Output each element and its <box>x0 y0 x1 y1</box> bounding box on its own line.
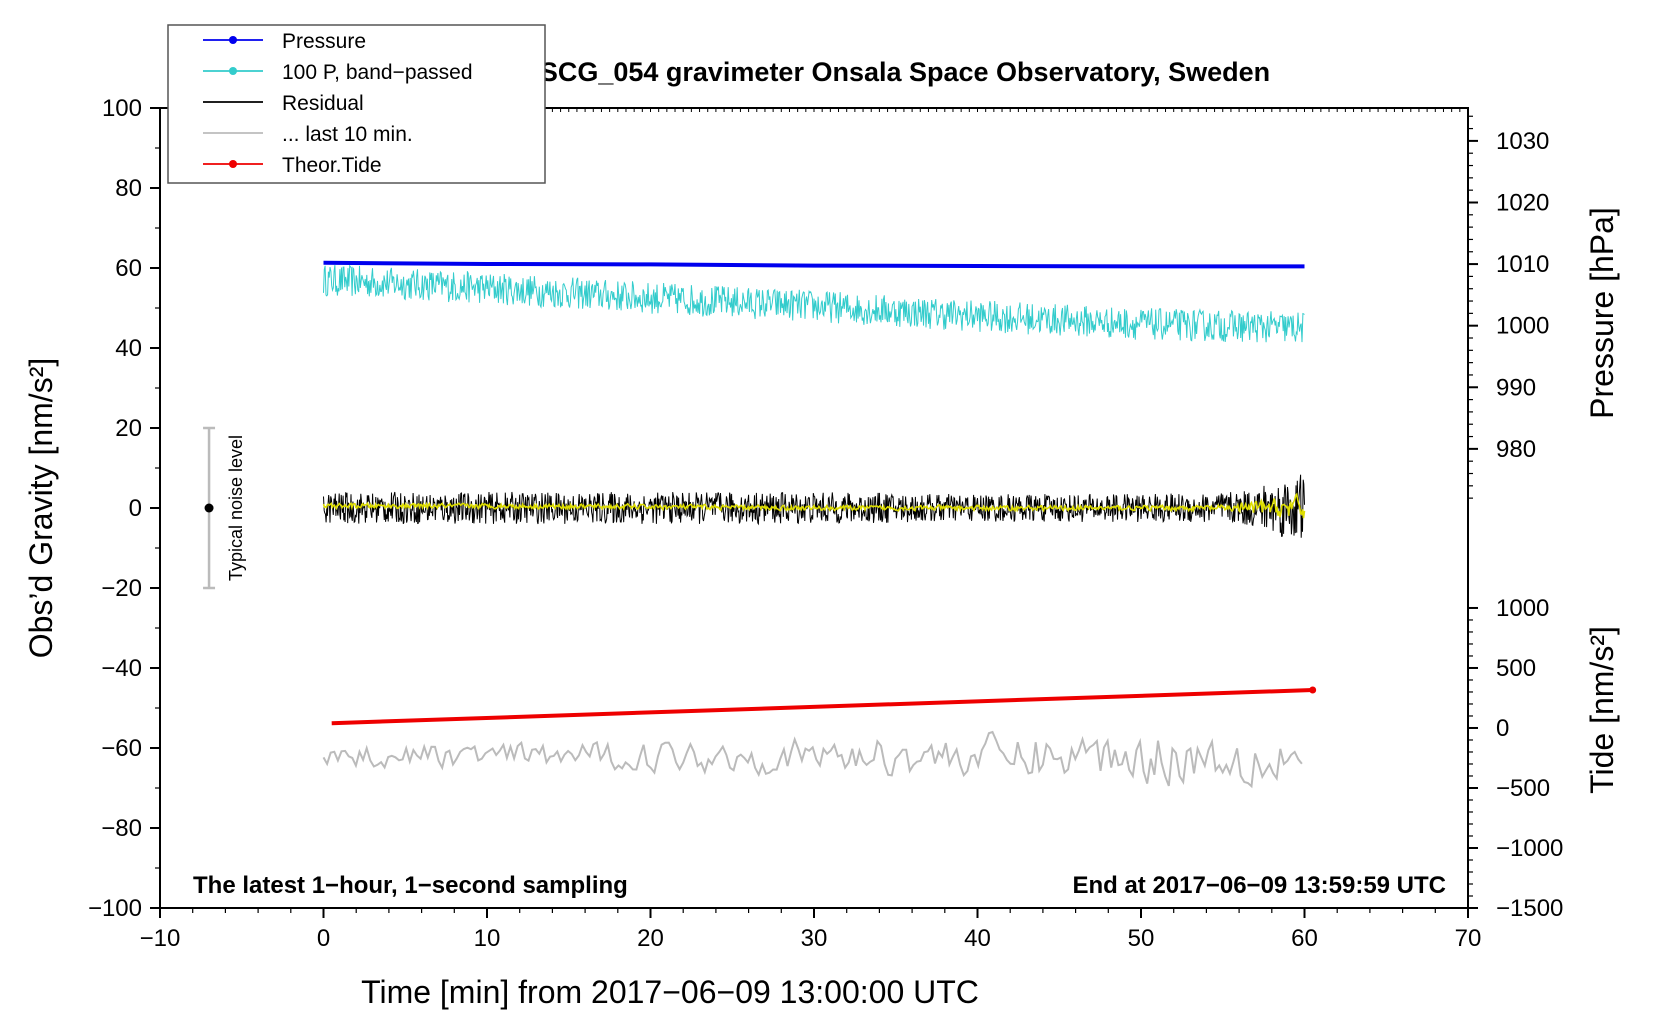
y-tick-label: −60 <box>101 735 142 762</box>
x-tick-label: −10 <box>140 925 181 952</box>
series-bandpassed-pressure <box>323 264 1305 343</box>
chart-title: SCG_054 gravimeter Onsala Space Observat… <box>540 57 1270 87</box>
y-tick-label: 80 <box>115 175 142 202</box>
x-tick-label: 0 <box>317 925 330 952</box>
noise-bar: Typical noise level <box>203 426 246 590</box>
tide-tick-label: 1000 <box>1496 595 1549 622</box>
legend-label: ... last 10 min. <box>282 123 413 146</box>
tide-axis-title: Tide [nm/s²] <box>1584 626 1620 794</box>
pressure-axis: 980 990 1000 1010 1020 1030 <box>1468 115 1549 499</box>
series-residual <box>323 474 1305 538</box>
x-tick-label: 10 <box>474 925 501 952</box>
pressure-tick-label: 980 <box>1496 436 1536 463</box>
series-theoretical-tide <box>331 688 1313 726</box>
y-tick-label: 60 <box>115 255 142 282</box>
y-tick-label: 20 <box>115 415 142 442</box>
tide-tick-label: 500 <box>1496 655 1536 682</box>
y-tick-label: −100 <box>88 895 142 922</box>
x-tick-label: 60 <box>1291 925 1318 952</box>
pressure-tick-label: 1020 <box>1496 189 1549 216</box>
y-tick-label: −20 <box>101 575 142 602</box>
tide-axis: 1000 500 0 −500 −1000 −1500 <box>1468 595 1563 922</box>
x-tick-label: 30 <box>801 925 828 952</box>
x-axis-title: Time [min] from 2017−06−09 13:00:00 UTC <box>361 974 979 1010</box>
annotation-end-time: End at 2017−06−09 13:59:59 UTC <box>1072 872 1446 899</box>
legend-label: 100 P, band−passed <box>282 61 473 84</box>
y-tick-label: 0 <box>129 495 142 522</box>
legend-label: Theor.Tide <box>282 154 382 177</box>
y-axis-left: 100 80 60 40 20 0 −20 −40 −60 −80 −100 <box>88 95 160 922</box>
tide-end-marker <box>1309 686 1317 694</box>
x-tick-label: 70 <box>1455 925 1482 952</box>
series-layer <box>322 260 1317 789</box>
noise-bar-label: Typical noise level <box>226 435 246 581</box>
legend-box <box>167 24 546 184</box>
pressure-tick-label: 1010 <box>1496 251 1549 278</box>
y-axis-left-title: Obs’d Gravity [nm/s²] <box>23 358 59 659</box>
legend-marker <box>229 67 237 75</box>
series-residual-smoothed <box>322 492 1306 519</box>
x-tick-label: 40 <box>964 925 991 952</box>
legend-marker <box>229 36 237 44</box>
annotation-sampling: The latest 1−hour, 1−second sampling <box>193 872 628 899</box>
y-tick-label: −80 <box>101 815 142 842</box>
legend: Pressure 100 P, band−passed Residual ... la… <box>167 24 546 184</box>
legend-label: Pressure <box>282 30 366 53</box>
x-tick-label: 20 <box>637 925 664 952</box>
legend-label: Residual <box>282 92 364 115</box>
x-axis: −10 0 10 20 30 40 50 60 70 <box>140 108 1482 952</box>
legend-marker <box>229 160 237 168</box>
pressure-tick-label: 1000 <box>1496 313 1549 340</box>
y-tick-label: 40 <box>115 335 142 362</box>
tide-tick-label: −500 <box>1496 775 1550 802</box>
series-pressure <box>323 260 1305 269</box>
tide-tick-label: 0 <box>1496 715 1509 742</box>
tide-tick-label: −1500 <box>1496 895 1563 922</box>
noise-bar-center <box>204 503 214 513</box>
pressure-tick-label: 1030 <box>1496 128 1549 155</box>
x-tick-label: 50 <box>1128 925 1155 952</box>
series-last-10-min <box>322 730 1303 789</box>
y-tick-label: 100 <box>102 95 142 122</box>
pressure-tick-label: 990 <box>1496 374 1536 401</box>
y-tick-label: −40 <box>101 655 142 682</box>
tide-tick-label: −1000 <box>1496 835 1563 862</box>
pressure-axis-title: Pressure [hPa] <box>1584 207 1620 419</box>
